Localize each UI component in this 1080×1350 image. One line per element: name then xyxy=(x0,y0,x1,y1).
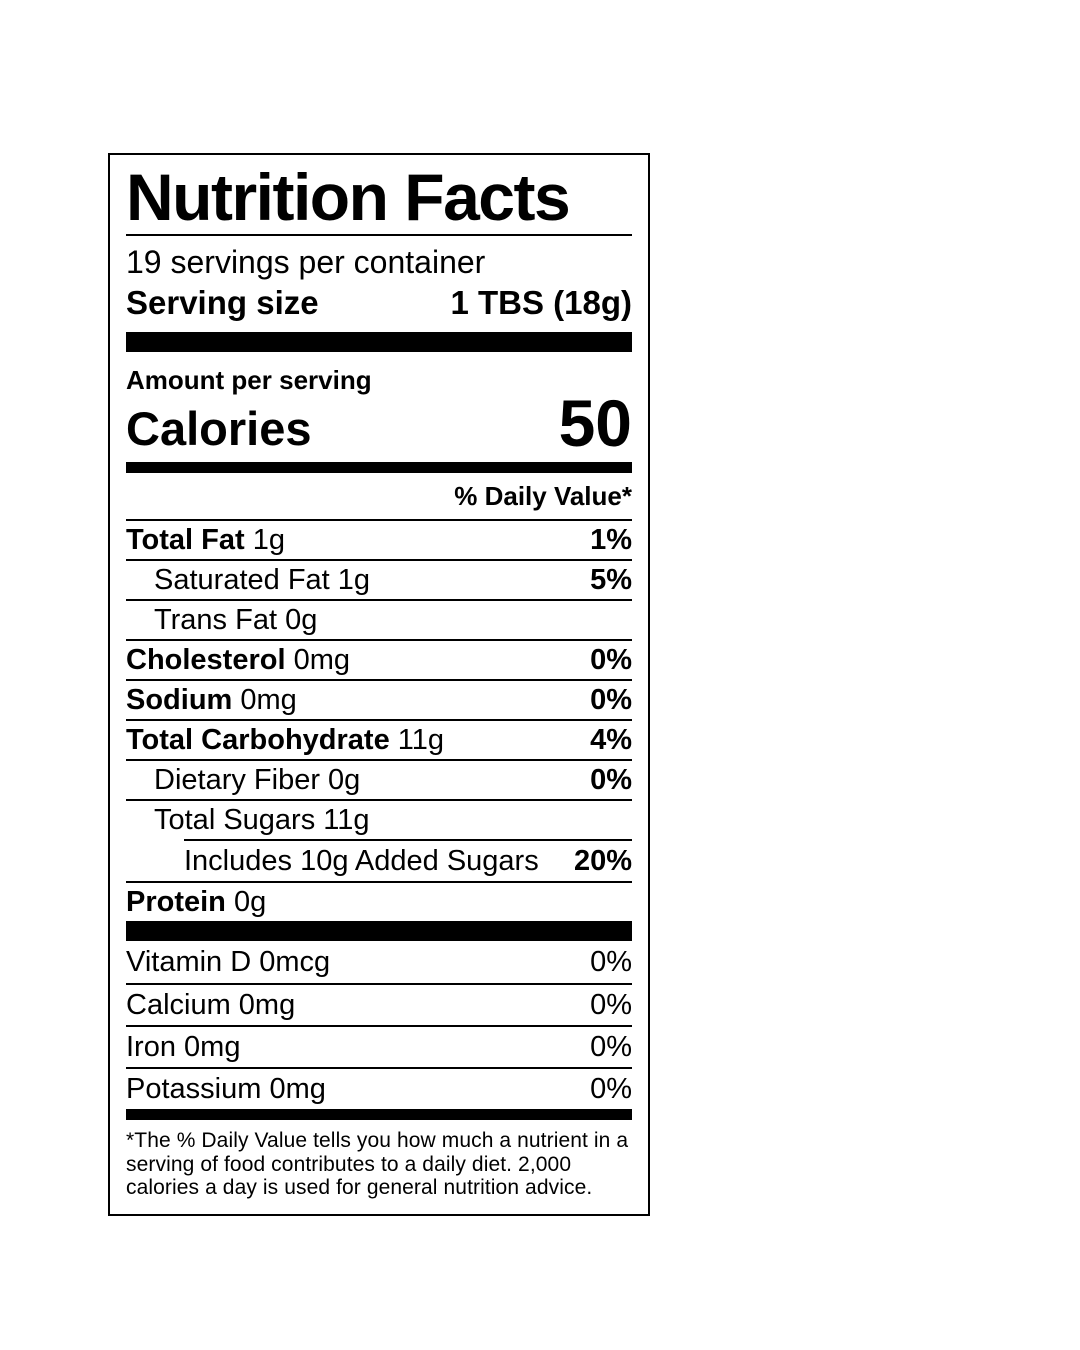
daily-value-percent: 0% xyxy=(590,763,632,796)
serving-size-row: Serving size 1 TBS (18g) xyxy=(126,280,632,332)
medium-divider-bar xyxy=(126,1109,632,1121)
nutrient-row: Dietary Fiber 0g 0% xyxy=(126,759,632,799)
thick-divider-bar xyxy=(126,332,632,353)
daily-value-percent: 0% xyxy=(590,643,632,676)
nutrient-row: Total Sugars 11g xyxy=(126,799,632,839)
nutrient-row: Trans Fat 0g xyxy=(126,599,632,639)
daily-value-percent: 0% xyxy=(590,683,632,716)
nutrient-name-amount: Cholesterol 0mg xyxy=(126,643,351,676)
nutrient-name-amount: Dietary Fiber 0g xyxy=(154,763,361,796)
nutrient-row: Protein 0g xyxy=(126,881,632,921)
calories-label: Calories xyxy=(126,402,312,456)
nutrient-name-amount: Protein 0g xyxy=(126,885,267,918)
nutrient-row: Saturated Fat 1g 5% xyxy=(126,559,632,599)
daily-value-header: % Daily Value* xyxy=(454,481,632,512)
nutrient-name-amount: Total Carbohydrate 11g xyxy=(126,723,445,756)
nutrient-row: Sodium 0mg 0% xyxy=(126,679,632,719)
nutrient-name-amount: Trans Fat 0g xyxy=(154,603,318,636)
nutrition-facts-label: Nutrition Facts 19 servings per containe… xyxy=(108,153,650,1216)
nutrient-name-amount: Saturated Fat 1g xyxy=(154,563,371,596)
daily-value-percent: 4% xyxy=(590,723,632,756)
serving-size-value: 1 TBS (18g) xyxy=(450,284,632,322)
nutrient-row: Calcium 0mg 0% xyxy=(126,983,632,1025)
nutrient-row: Cholesterol 0mg 0% xyxy=(126,639,632,679)
nutrient-row: Vitamin D 0mcg 0% xyxy=(126,941,632,983)
nutrient-name-amount: Sodium 0mg xyxy=(126,683,297,716)
nutrient-name-amount: Total Sugars 11g xyxy=(154,803,370,836)
vitamin-rows: Vitamin D 0mcg 0% Calcium 0mg 0% Iron 0mg 0% P… xyxy=(126,941,632,1109)
nutrient-row: Total Carbohydrate 11g 4% xyxy=(126,719,632,759)
amount-per-serving-label: Amount per serving xyxy=(126,365,372,396)
daily-value-percent: 5% xyxy=(590,563,632,596)
nutrient-name-amount: Total Fat 1g xyxy=(126,523,286,556)
medium-divider-bar xyxy=(126,462,632,474)
nutrient-name-amount: Iron 0mg xyxy=(126,1030,241,1063)
daily-value-percent: 0% xyxy=(590,945,632,978)
nutrient-row: Iron 0mg 0% xyxy=(126,1025,632,1067)
nutrient-row: Potassium 0mg 0% xyxy=(126,1067,632,1109)
servings-per-container: 19 servings per container xyxy=(126,244,486,280)
serving-size-label: Serving size xyxy=(126,284,319,322)
thick-divider-bar xyxy=(126,921,632,942)
daily-value-percent: 0% xyxy=(590,988,632,1021)
daily-value-percent: 1% xyxy=(590,523,632,556)
daily-value-percent: 0% xyxy=(590,1072,632,1105)
daily-value-footnote: *The % Daily Value tells you how much a … xyxy=(126,1129,629,1200)
daily-value-percent: 0% xyxy=(590,1030,632,1063)
nutrient-row: Total Fat 1g 1% xyxy=(126,519,632,559)
indented-divider xyxy=(184,839,632,842)
nutrient-rows: Total Fat 1g 1% Saturated Fat 1g 5% Trans Fa… xyxy=(126,519,632,921)
daily-value-percent: 20% xyxy=(573,844,632,877)
calories-value: 50 xyxy=(558,386,632,461)
nutrient-name-amount: Calcium 0mg xyxy=(126,988,296,1021)
nutrient-name-amount: Includes 10g Added Sugars xyxy=(184,844,539,877)
label-title: Nutrition Facts xyxy=(126,155,632,236)
nutrient-name-amount: Potassium 0mg xyxy=(126,1072,326,1105)
nutrient-name-amount: Vitamin D 0mcg xyxy=(126,945,331,978)
nutrient-row: Includes 10g Added Sugars 20% xyxy=(126,841,632,881)
calories-row: Calories 50 xyxy=(126,390,632,462)
